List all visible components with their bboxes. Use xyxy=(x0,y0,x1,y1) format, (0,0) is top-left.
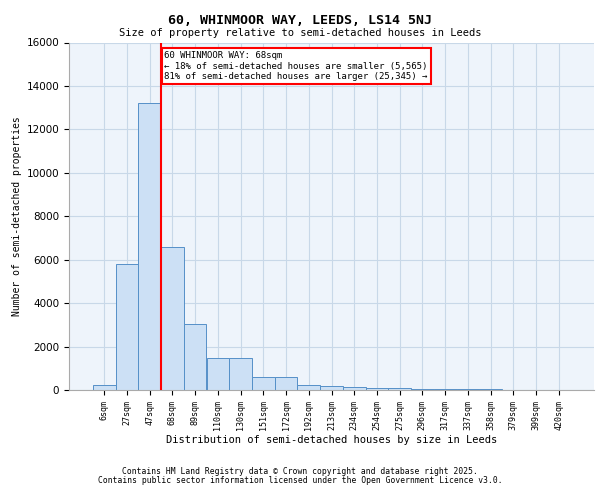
Bar xyxy=(206,358,229,390)
Bar xyxy=(139,104,161,390)
Bar xyxy=(184,324,206,390)
Bar xyxy=(116,264,139,390)
Y-axis label: Number of semi-detached properties: Number of semi-detached properties xyxy=(13,116,22,316)
Text: Size of property relative to semi-detached houses in Leeds: Size of property relative to semi-detach… xyxy=(119,28,481,38)
Bar xyxy=(93,384,116,390)
Text: Contains HM Land Registry data © Crown copyright and database right 2025.: Contains HM Land Registry data © Crown c… xyxy=(122,467,478,476)
Text: 60, WHINMOOR WAY, LEEDS, LS14 5NJ: 60, WHINMOOR WAY, LEEDS, LS14 5NJ xyxy=(168,14,432,27)
Bar xyxy=(298,384,320,390)
Bar xyxy=(457,389,479,390)
Text: Contains public sector information licensed under the Open Government Licence v3: Contains public sector information licen… xyxy=(98,476,502,485)
Bar xyxy=(252,376,275,390)
Bar xyxy=(388,388,411,390)
Bar xyxy=(434,389,457,390)
Bar xyxy=(343,386,365,390)
Bar xyxy=(229,358,252,390)
Text: 60 WHINMOOR WAY: 68sqm
← 18% of semi-detached houses are smaller (5,565)
81% of : 60 WHINMOOR WAY: 68sqm ← 18% of semi-det… xyxy=(164,51,428,81)
Bar xyxy=(320,386,343,390)
X-axis label: Distribution of semi-detached houses by size in Leeds: Distribution of semi-detached houses by … xyxy=(166,436,497,446)
Bar xyxy=(411,388,434,390)
Bar xyxy=(275,376,298,390)
Bar xyxy=(161,246,184,390)
Bar xyxy=(365,388,388,390)
